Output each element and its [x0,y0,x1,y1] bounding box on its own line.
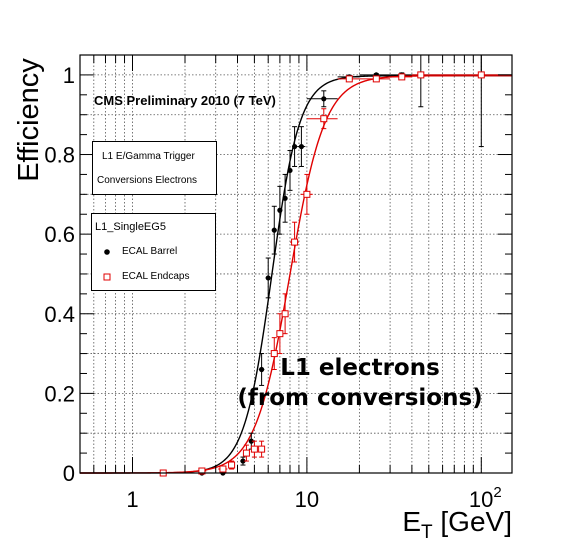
y-tick-label: 0.6 [44,222,75,247]
marker-circle [240,458,246,464]
data-point-ecal-endcaps [359,75,391,83]
marker-square [372,75,380,83]
marker-square [281,310,289,318]
y-axis-label: Efficiency [13,58,45,182]
marker-circle [259,366,265,373]
marker-circle [277,207,283,213]
data-point-ecal-barrel [265,257,271,299]
info-box-line-2: Conversions Electrons [97,175,198,186]
data-point-ecal-barrel [258,353,265,386]
data-point-ecal-barrel [428,54,512,148]
data-point-ecal-endcaps [306,108,338,130]
data-point-ecal-endcaps [218,465,228,473]
data-points [157,54,512,477]
data-point-ecal-endcaps [281,293,289,335]
y-tick-label: 0.4 [44,302,75,327]
data-point-ecal-endcaps [411,71,429,79]
x-tick-label: 10 [295,487,319,512]
data-point-ecal-endcaps [300,173,313,215]
preliminary-label: CMS Preliminary 2010 (7 TeV) [94,93,276,108]
info-box: L1 E/Gamma Trigger Conversions Electrons [92,141,217,195]
x-tick-label: 102 [469,484,502,512]
data-point-ecal-barrel [271,205,277,255]
data-point-ecal-endcaps [258,440,266,458]
marker-square [417,71,425,79]
marker-square [219,465,227,473]
y-tick-label: 0.8 [44,143,75,168]
marker-square [250,445,258,453]
axis-tick-labels: 1 10 102 0 0.2 0.4 0.6 0.8 1 [44,63,501,512]
y-tick-label: 1 [63,63,75,88]
data-point-ecal-endcaps [390,73,412,81]
marker-square [270,350,278,358]
legend-entry-endcaps: ECAL Endcaps [122,271,190,282]
marker-circle [248,438,254,444]
marker-square [398,73,406,81]
marker-square [258,445,266,453]
legend-entry-barrel: ECAL Barrel [122,246,178,257]
data-point-ecal-barrel [277,185,283,235]
plot-frame [79,54,513,474]
marker-circle [271,227,277,233]
data-point-ecal-endcaps [242,444,250,462]
data-point-ecal-barrel [291,126,298,167]
marker-circle [282,195,288,201]
data-point-ecal-barrel [282,173,288,223]
marker-circle [265,275,271,281]
marker-square [242,449,250,457]
marker-square [276,330,284,338]
data-point-ecal-barrel [240,456,246,466]
annotation-line-1: L1 electrons [280,355,440,381]
marker-square [345,75,353,83]
data-point-ecal-barrel [297,126,306,167]
legend-header: L1_SingleEG5 [95,221,166,233]
x-tick-label: 1 [126,487,138,512]
data-point-ecal-endcaps [337,75,360,83]
legend-marker-barrel [104,249,110,255]
data-point-ecal-barrel [411,54,429,108]
data-point-ecal-endcaps [250,440,258,458]
marker-circle [298,143,304,150]
data-point-ecal-barrel [306,90,338,108]
marker-circle [321,96,327,102]
marker-square [320,115,328,123]
axis-ticks [79,54,512,474]
data-point-ecal-endcaps [228,460,236,470]
legend-marker-endcaps [103,273,111,281]
info-box-line-1: L1 E/Gamma Trigger [102,151,195,162]
marker-square [228,461,236,469]
annotation-line-2: (from conversions) [237,385,482,411]
marker-circle [287,167,293,174]
marker-square [198,467,206,475]
data-point-ecal-endcaps [270,337,278,370]
x-axis-label: ET [GeV] [402,506,512,543]
y-tick-label: 0 [63,461,75,486]
marker-square [303,190,311,198]
marker-square [477,71,485,79]
marker-square [291,238,299,246]
y-tick-label: 0.2 [44,381,75,406]
marker-circle [291,143,298,150]
legend: L1_SingleEG5 ECAL Barrel ECAL Endcaps [91,213,216,291]
data-point-ecal-endcaps [289,221,299,263]
data-point-ecal-barrel [287,150,293,191]
